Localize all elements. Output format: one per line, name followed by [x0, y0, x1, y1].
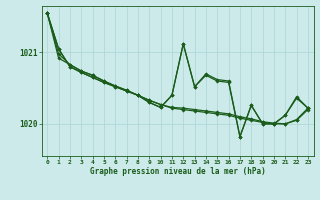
X-axis label: Graphe pression niveau de la mer (hPa): Graphe pression niveau de la mer (hPa) — [90, 167, 266, 176]
